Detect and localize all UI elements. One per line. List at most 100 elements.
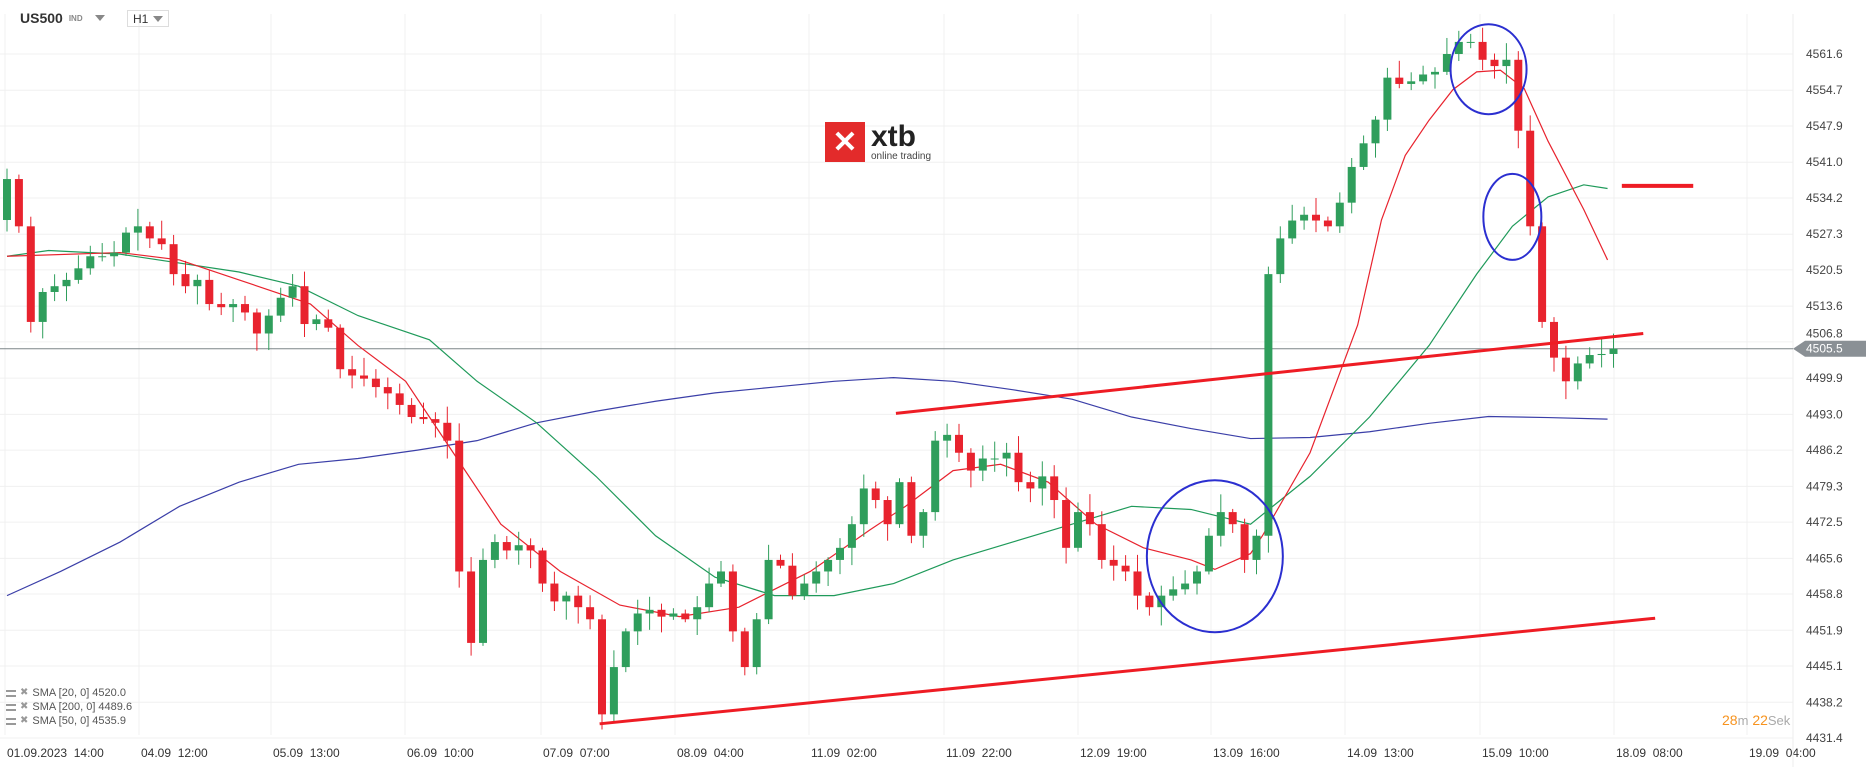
close-icon[interactable]: ✖	[20, 701, 29, 712]
candle	[1264, 266, 1273, 553]
candle-body	[241, 304, 249, 313]
legend-label: SMA [200, 0] 4489.6	[32, 701, 133, 713]
timeframe-dropdown[interactable]: H1	[127, 10, 169, 27]
timer-seconds: 22	[1752, 712, 1768, 728]
candle-body	[324, 319, 333, 328]
candle-body	[467, 571, 476, 643]
candle-body	[1502, 59, 1511, 67]
x-tick-label: 11.09 22:00	[946, 746, 1012, 760]
candle	[252, 308, 261, 351]
candle	[728, 564, 737, 642]
legend-item[interactable]: ✖ SMA [20, 0] 4520.0	[6, 686, 132, 700]
candle	[241, 295, 249, 321]
candle	[681, 609, 690, 623]
indicator-legend: ✖ SMA [20, 0] 4520.0 ✖ SMA [200, 0] 4489.6…	[6, 686, 132, 728]
candle-body	[526, 545, 535, 551]
x-tick-label: 15.09 10:00	[1482, 746, 1549, 760]
candle	[1038, 461, 1047, 506]
candle-body	[431, 419, 440, 423]
y-tick-label: 4465.6	[1806, 551, 1843, 565]
candle	[181, 260, 190, 294]
sma-line-2	[6, 377, 1608, 597]
close-icon[interactable]: ✖	[20, 715, 29, 726]
candle-body	[681, 613, 690, 620]
candle-body	[145, 226, 154, 239]
x-tick-label: 06.09 10:00	[407, 746, 474, 760]
y-tick-label: 4445.1	[1806, 659, 1843, 673]
candle-body	[514, 545, 523, 551]
candle	[669, 608, 678, 620]
candle-body	[931, 440, 940, 513]
candle-body	[1323, 220, 1332, 227]
candle-body	[1038, 476, 1047, 489]
candle	[1359, 135, 1368, 171]
candle	[407, 398, 416, 424]
candle	[62, 272, 71, 302]
candle-body	[133, 226, 142, 233]
candle-body	[907, 482, 916, 536]
close-icon[interactable]: ✖	[20, 687, 29, 698]
y-tick-label: 4486.2	[1806, 443, 1843, 457]
candle-body	[38, 291, 47, 322]
candle	[1085, 494, 1094, 536]
candle	[1026, 471, 1035, 503]
candle-body	[562, 595, 571, 602]
candle-body	[1514, 59, 1523, 131]
y-tick-label: 4438.2	[1806, 695, 1843, 709]
candle	[1573, 356, 1582, 390]
candle-body	[181, 274, 190, 287]
candle	[50, 274, 59, 302]
candle-body	[1597, 353, 1606, 356]
candle-body	[574, 595, 583, 608]
candle	[907, 476, 916, 544]
candle-body	[1300, 214, 1309, 221]
candle-body	[14, 179, 23, 227]
candle	[348, 355, 357, 389]
candle	[847, 516, 856, 566]
candle	[895, 478, 904, 528]
legend-item[interactable]: ✖ SMA [50, 0] 4535.9	[6, 714, 132, 728]
legend-item[interactable]: ✖ SMA [200, 0] 4489.6	[6, 700, 132, 714]
candle	[38, 288, 47, 339]
settings-icon[interactable]	[6, 703, 16, 711]
candle-body	[193, 279, 202, 287]
candle	[538, 547, 547, 592]
candle	[1312, 198, 1320, 233]
x-tick-label: 19.09 04:00	[1749, 746, 1816, 760]
candle	[1228, 508, 1237, 533]
candle-body	[1359, 143, 1368, 167]
candle	[1371, 116, 1380, 158]
candle-body	[157, 238, 166, 245]
candle-body	[633, 613, 642, 632]
candle-body	[883, 500, 892, 525]
logo-brand: xtb	[871, 119, 916, 153]
legend-label: SMA [50, 0] 4535.9	[32, 715, 126, 727]
candle	[1157, 585, 1166, 626]
candle-body	[1085, 512, 1094, 525]
candle-body	[705, 583, 714, 608]
candle-body	[1097, 524, 1106, 560]
candle	[1169, 576, 1178, 601]
candle-body	[371, 378, 380, 388]
candle	[1074, 502, 1082, 552]
candle	[931, 431, 940, 521]
candle	[1276, 226, 1285, 283]
candle-body	[1538, 226, 1547, 322]
settings-icon[interactable]	[6, 717, 16, 725]
candle	[419, 402, 428, 424]
x-tick-label: 14.09 13:00	[1347, 746, 1414, 760]
candle-body	[1264, 274, 1273, 536]
candle-body	[1371, 119, 1380, 144]
highlight-circle	[1482, 172, 1543, 261]
candle	[800, 574, 809, 600]
candle	[871, 481, 880, 509]
candle-body	[764, 559, 773, 620]
candle-body	[1181, 583, 1190, 590]
settings-icon[interactable]	[6, 689, 16, 697]
candle	[1002, 442, 1011, 477]
candle-body	[419, 417, 428, 420]
timer-minutes-unit: m	[1737, 713, 1749, 728]
symbol-selector[interactable]: US500 IND	[20, 10, 105, 26]
chevron-down-icon[interactable]	[94, 15, 105, 21]
